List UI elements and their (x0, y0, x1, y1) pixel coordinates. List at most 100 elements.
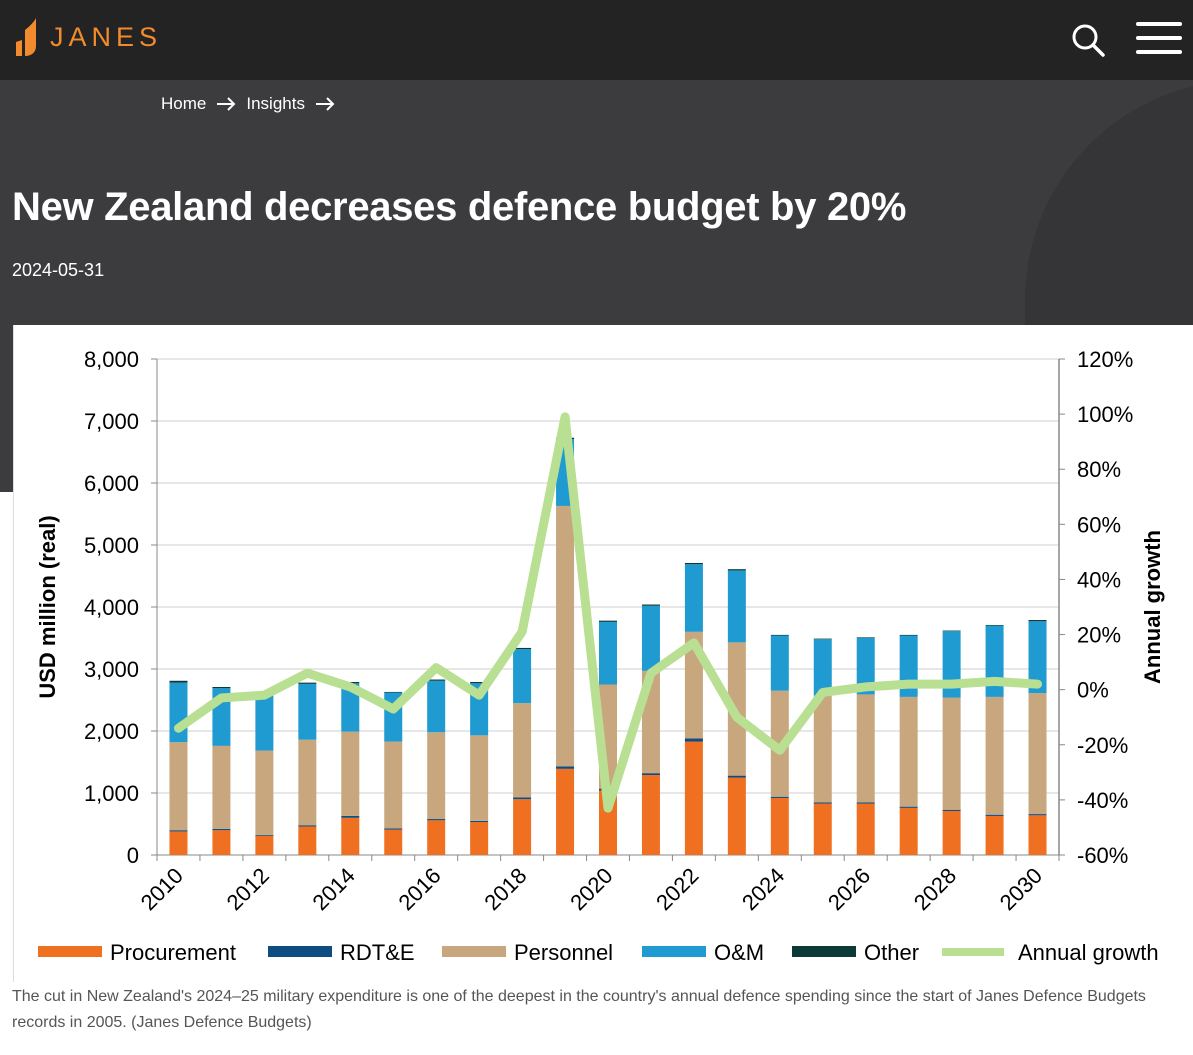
arrow-right-icon (315, 97, 335, 111)
bar-segment-rdt-e (255, 834, 274, 836)
bar-segment-rdt-e (470, 820, 489, 823)
legend-label: O&M (714, 940, 764, 965)
bar-segment-other (599, 620, 617, 622)
y-tick-label: 3,000 (84, 657, 139, 682)
legend-swatch-procurement (38, 946, 102, 957)
bar-segment-personnel (255, 750, 274, 835)
bar-segment-personnel (899, 696, 918, 807)
bar-segment-procurement (856, 803, 875, 855)
bar-segment-other (942, 630, 961, 632)
bar-segment-procurement (641, 775, 660, 855)
y-tick-label: 0 (127, 843, 139, 868)
bar-segment-o-m (341, 683, 360, 732)
search-button[interactable] (1070, 22, 1108, 60)
bar-segment-other (985, 624, 1004, 626)
bar-segment-personnel (298, 739, 317, 826)
bar-segment-rdt-e (684, 738, 703, 742)
x-tick-label: 2024 (737, 863, 789, 915)
legend-label: Procurement (110, 940, 236, 965)
bar-segment-other (684, 562, 703, 565)
y2-tick-label: -60% (1077, 843, 1128, 868)
bar-segment-rdt-e (770, 796, 789, 798)
x-tick-label: 2012 (222, 863, 274, 915)
bar-segment-o-m (599, 621, 617, 685)
legend-label: Personnel (514, 940, 613, 965)
x-tick-label: 2010 (136, 863, 188, 915)
bar-segment-personnel (1028, 693, 1047, 815)
chart-figure: 0 1,000 2,000 3,000 4,000 5,000 6,000 7,000 8,00… (13, 325, 1193, 982)
bar-segment-rdt-e (513, 797, 532, 800)
x-tick-label: 2028 (909, 863, 961, 915)
bar-segment-personnel (513, 703, 532, 798)
bar-segment-rdt-e (384, 828, 403, 830)
bar-segment-o-m (298, 683, 317, 740)
janes-logo[interactable]: JANES (12, 16, 162, 58)
bar-segment-other (899, 634, 918, 636)
breadcrumb: Home Insights (161, 94, 345, 114)
bar-segment-personnel (169, 742, 188, 831)
bar-segment-procurement (169, 831, 188, 855)
bar-segment-procurement (513, 799, 532, 855)
legend-label: Other (864, 940, 919, 965)
bar-segment-rdt-e (985, 814, 1004, 816)
bar-segment-procurement (384, 829, 403, 855)
bar-segment-rdt-e (899, 806, 918, 808)
legend-swatch-personnel (442, 946, 506, 957)
bar-segment-procurement (212, 830, 231, 855)
bar-segment-o-m (813, 639, 832, 696)
legend-label: Annual growth (1018, 940, 1159, 965)
y-tick-label: 2,000 (84, 719, 139, 744)
bar-segment-o-m (427, 680, 446, 733)
x-tick-label: 2026 (823, 863, 875, 915)
y2-tick-label: -20% (1077, 733, 1128, 758)
bar-segment-o-m (513, 649, 532, 704)
x-tick-label: 2014 (308, 863, 360, 915)
bar-segment-procurement (813, 803, 832, 855)
y-axis-title: USD million (real) (35, 515, 60, 698)
y2-tick-label: -40% (1077, 788, 1128, 813)
bar-segment-rdt-e (341, 815, 360, 818)
menu-line (1136, 36, 1182, 40)
bar-segment-procurement (1028, 815, 1047, 855)
bar-segment-rdt-e (641, 773, 660, 776)
legend-swatch-rdt-e (268, 946, 332, 957)
bar-segment-rdt-e (942, 809, 961, 811)
y-tick-label: 4,000 (84, 595, 139, 620)
bar-segment-procurement (470, 822, 489, 855)
x-tick-label: 2018 (479, 863, 531, 915)
bar-segment-procurement (770, 797, 789, 855)
defence-budget-chart: 0 1,000 2,000 3,000 4,000 5,000 6,000 7,000 8,00… (35, 347, 1165, 965)
y2-tick-label: 60% (1077, 512, 1121, 537)
figure-caption: The cut in New Zealand's 2024–25 militar… (12, 988, 1146, 1031)
bar-segment-personnel (212, 745, 231, 829)
bar-segment-personnel (384, 741, 403, 829)
y2-tick-label: 0% (1077, 678, 1109, 703)
menu-line (1136, 50, 1182, 54)
page-title: New Zealand decreases defence budget by … (12, 185, 907, 229)
bar-segment-other (513, 647, 532, 650)
y-tick-label: 8,000 (84, 347, 139, 372)
y-tick-label: 7,000 (84, 409, 139, 434)
bar-segment-procurement (727, 777, 746, 855)
y2-tick-label: 20% (1077, 623, 1121, 648)
bar-segment-personnel (942, 697, 961, 810)
top-navigation-bar: JANES (0, 0, 1193, 80)
bar-segment-procurement (942, 810, 961, 855)
bar-segment-o-m (641, 605, 660, 671)
y-tick-label: 6,000 (84, 471, 139, 496)
bar-segment-rdt-e (212, 828, 231, 831)
breadcrumb-home[interactable]: Home (161, 94, 207, 113)
legend-label: RDT&E (340, 940, 415, 965)
hamburger-menu-button[interactable] (1136, 22, 1182, 56)
janes-logo-icon (16, 18, 36, 56)
search-icon (1072, 24, 1105, 57)
bar-segment-other (169, 680, 188, 683)
bar-segment-rdt-e (1028, 814, 1047, 816)
bar-segment-personnel (985, 696, 1004, 815)
breadcrumb-insights[interactable]: Insights (246, 94, 305, 113)
bar-segment-other (770, 634, 789, 636)
arrow-right-icon (217, 97, 236, 111)
bar-segment-rdt-e (856, 802, 875, 804)
bar-segment-rdt-e (169, 830, 188, 832)
bar-segment-procurement (556, 768, 575, 855)
